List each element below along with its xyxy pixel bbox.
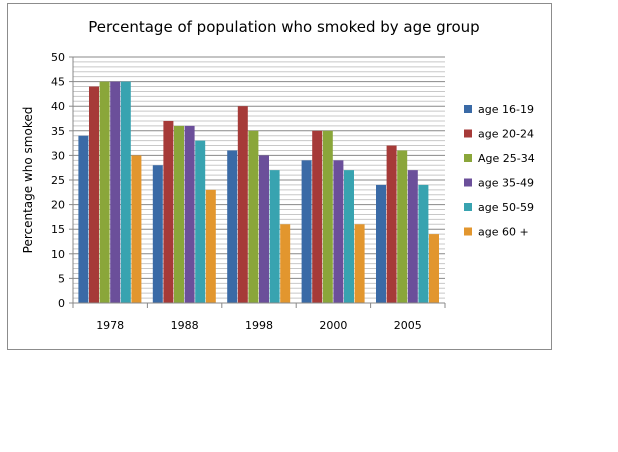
- legend-label: age 35-49: [478, 177, 534, 190]
- legend-label: age 50-59: [478, 201, 534, 214]
- y-tick-label: 25: [51, 174, 65, 187]
- y-tick-label: 35: [51, 125, 65, 138]
- chart-title: Percentage of population who smoked by a…: [88, 18, 479, 36]
- legend-swatch: [464, 154, 472, 162]
- y-tick-label: 50: [51, 51, 65, 64]
- bar: [227, 150, 238, 303]
- bar: [237, 106, 248, 303]
- bar: [397, 150, 408, 303]
- x-tick-label: 1988: [171, 319, 199, 332]
- bar: [386, 145, 397, 303]
- bar: [418, 184, 429, 303]
- bar: [407, 170, 418, 303]
- legend: age 16-19 age 20-24 Age 25-34 age 35-49 age …: [464, 103, 535, 239]
- bar: [333, 160, 344, 303]
- legend-swatch: [464, 129, 472, 138]
- y-tick-label: 10: [51, 248, 65, 261]
- bar: [344, 170, 354, 303]
- legend-swatch: [464, 105, 472, 113]
- bar: [89, 86, 99, 304]
- bar: [195, 140, 206, 303]
- bars: [78, 81, 439, 304]
- y-tick-label: 30: [51, 149, 65, 162]
- bar: [131, 155, 142, 303]
- legend-label: age 20-24: [478, 128, 534, 141]
- x-axis-ticks: 1978 1988 1998 2000 2005: [96, 319, 422, 332]
- bar-chart: Percentage of population who smoked by a…: [21, 18, 535, 332]
- bar: [269, 170, 280, 303]
- y-tick-label: 5: [58, 272, 65, 285]
- bar: [312, 130, 323, 303]
- bar: [110, 81, 121, 303]
- bar: [78, 135, 89, 303]
- y-tick-label: 40: [51, 100, 65, 113]
- bar: [205, 189, 216, 303]
- legend-label: age 60 +: [478, 226, 529, 239]
- legend-swatch: [464, 227, 472, 236]
- bar: [163, 120, 174, 304]
- bar: [152, 165, 163, 303]
- y-axis-ticks: 0 5 10 15 20 25 30 35 40 45 50: [51, 51, 73, 310]
- bar: [322, 130, 333, 303]
- y-axis-title: Percentage who smoked: [21, 107, 35, 254]
- bar: [184, 125, 195, 303]
- y-tick-label: 20: [51, 199, 65, 212]
- legend-label: age 16-19: [478, 103, 534, 116]
- y-tick-label: 45: [51, 76, 65, 89]
- bar: [248, 130, 259, 303]
- bar: [376, 184, 386, 303]
- bar: [259, 155, 269, 303]
- bar: [120, 81, 131, 303]
- bar: [99, 81, 110, 303]
- y-tick-label: 15: [51, 223, 65, 236]
- chart-frame: Percentage of population who smoked by a…: [7, 3, 552, 350]
- legend-swatch: [464, 178, 472, 187]
- bar: [429, 234, 439, 303]
- y-tick-label: 0: [58, 297, 65, 310]
- bar: [280, 224, 291, 303]
- x-tick-label: 1978: [96, 319, 124, 332]
- x-tick-label: 2000: [319, 319, 347, 332]
- x-tick-label: 1998: [245, 319, 273, 332]
- x-tick-label: 2005: [394, 319, 422, 332]
- legend-swatch: [464, 203, 472, 211]
- bar: [301, 160, 312, 303]
- legend-label: Age 25-34: [478, 152, 535, 165]
- bar: [174, 125, 184, 303]
- bar: [354, 224, 365, 303]
